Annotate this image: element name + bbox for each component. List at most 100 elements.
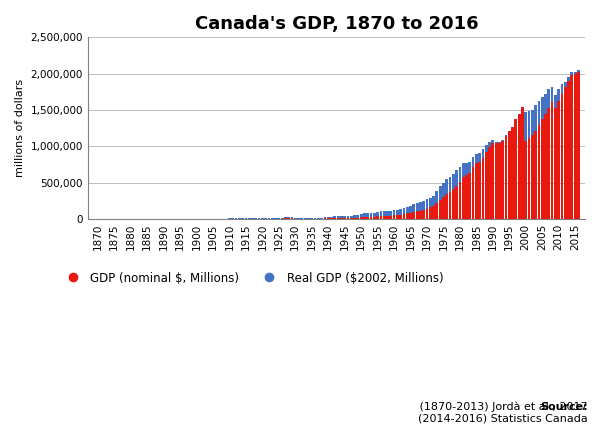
Bar — [399, 209, 402, 219]
Bar — [482, 158, 484, 219]
Bar — [245, 218, 247, 219]
Bar — [564, 87, 566, 219]
Bar — [350, 215, 353, 219]
Bar — [323, 218, 326, 219]
Bar — [432, 196, 435, 219]
Bar — [320, 218, 323, 219]
Bar — [383, 216, 386, 219]
Bar — [392, 215, 395, 219]
Bar — [297, 218, 300, 219]
Bar — [505, 136, 508, 219]
Bar — [564, 82, 566, 219]
Bar — [452, 189, 455, 219]
Bar — [232, 218, 234, 219]
Bar — [327, 218, 329, 219]
Bar — [485, 145, 488, 219]
Bar — [406, 207, 409, 219]
Bar — [396, 210, 399, 219]
Bar — [551, 87, 553, 219]
Bar — [571, 72, 573, 219]
Text: Source:: Source: — [541, 402, 588, 412]
Bar — [409, 206, 412, 219]
Bar — [235, 218, 238, 219]
Bar — [294, 218, 297, 219]
Bar — [538, 101, 541, 219]
Bar — [356, 215, 359, 219]
Bar — [425, 199, 428, 219]
Bar — [419, 202, 422, 219]
Bar — [518, 121, 521, 219]
Bar — [347, 218, 349, 219]
Bar — [554, 108, 557, 219]
Bar — [560, 84, 563, 219]
Bar — [389, 210, 392, 219]
Bar — [445, 194, 448, 219]
Bar — [284, 218, 287, 219]
Bar — [254, 218, 257, 219]
Bar — [551, 102, 553, 219]
Bar — [445, 179, 448, 219]
Bar — [363, 213, 366, 219]
Legend: GDP (nominal $, Millions), Real GDP ($2002, Millions): GDP (nominal $, Millions), Real GDP ($20… — [56, 267, 448, 289]
Bar — [287, 218, 290, 219]
Bar — [261, 218, 264, 219]
Bar — [317, 218, 320, 219]
Bar — [462, 163, 464, 219]
Bar — [514, 124, 517, 219]
Bar — [488, 147, 491, 219]
Bar — [412, 212, 415, 219]
Bar — [334, 218, 336, 219]
Bar — [518, 114, 521, 219]
Bar — [327, 217, 329, 219]
Bar — [508, 133, 511, 219]
Bar — [429, 198, 431, 219]
Bar — [465, 163, 468, 219]
Bar — [376, 212, 379, 219]
Bar — [449, 192, 451, 219]
Bar — [396, 215, 399, 219]
Bar — [458, 167, 461, 219]
Bar — [373, 212, 376, 219]
Bar — [330, 218, 333, 219]
Bar — [505, 135, 508, 219]
Bar — [307, 218, 310, 219]
Bar — [560, 94, 563, 219]
Bar — [225, 218, 227, 219]
Bar — [455, 170, 458, 219]
Bar — [472, 157, 475, 219]
Bar — [310, 218, 313, 219]
Bar — [392, 210, 395, 219]
Bar — [495, 142, 497, 219]
Bar — [577, 72, 580, 219]
Bar — [314, 218, 316, 219]
Bar — [320, 218, 323, 219]
Bar — [455, 186, 458, 219]
Bar — [469, 173, 471, 219]
Bar — [472, 167, 475, 219]
Bar — [574, 72, 577, 219]
Bar — [334, 216, 336, 219]
Bar — [538, 125, 541, 219]
Bar — [547, 108, 550, 219]
Bar — [478, 162, 481, 219]
Bar — [452, 174, 455, 219]
Bar — [416, 211, 419, 219]
Bar — [422, 201, 425, 219]
Bar — [251, 218, 254, 219]
Bar — [554, 95, 557, 219]
Bar — [290, 217, 293, 219]
Bar — [347, 216, 349, 219]
Bar — [419, 211, 422, 219]
Bar — [353, 218, 356, 219]
Bar — [527, 111, 530, 219]
Bar — [356, 218, 359, 219]
Bar — [343, 218, 346, 219]
Bar — [442, 183, 445, 219]
Bar — [531, 110, 534, 219]
Bar — [577, 70, 580, 219]
Bar — [508, 131, 511, 219]
Bar — [323, 218, 326, 219]
Bar — [268, 218, 271, 219]
Bar — [301, 218, 303, 219]
Bar — [511, 127, 514, 219]
